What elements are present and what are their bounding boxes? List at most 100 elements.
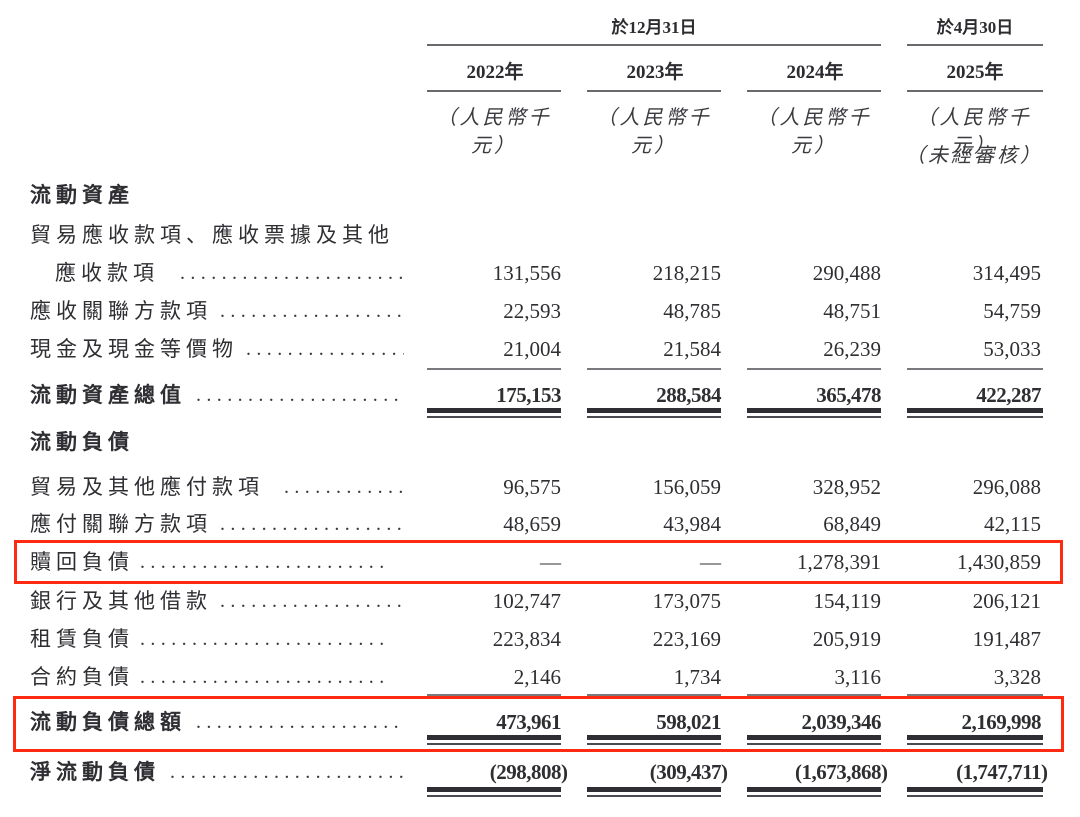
value-2024: 26,239: [823, 337, 881, 361]
value-2022: 102,747: [492, 589, 561, 613]
dot-leader: ........................: [196, 384, 404, 406]
double-rule: [747, 787, 881, 792]
net-2024: (1,673,868): [795, 760, 888, 784]
section-title-current-liabilities: 流動負債: [0, 424, 1080, 460]
double-rule: [427, 408, 561, 413]
header-rule-apr30: [907, 44, 1043, 46]
value-2024: 205,919: [812, 627, 881, 651]
value-2022: 131,556: [492, 261, 561, 285]
net-value: (1,673,868: [795, 760, 882, 784]
value-2025: 3,328: [993, 665, 1041, 689]
table-row-net-current-liabilities: 淨流動負債 ........................ (298,808)…: [0, 754, 1080, 790]
total-2022: 473,961: [496, 710, 561, 734]
value-2024: 154,119: [813, 589, 881, 613]
total-2024: 365,478: [816, 383, 881, 407]
value-2025: 296,088: [972, 475, 1041, 499]
section-title-current-assets: 流動資產: [0, 177, 1080, 213]
double-rule: [427, 787, 561, 792]
year-rule-2024: [747, 90, 881, 92]
value-2025: 54,759: [983, 299, 1041, 323]
dot-leader: ........................: [170, 761, 404, 783]
dot-leader: ........................: [246, 338, 404, 360]
dot-leader: ........................: [140, 551, 390, 573]
row-label: 租賃負債: [30, 627, 134, 651]
highlight-box-redemption-liabilities: [14, 540, 1063, 584]
value-2024: 3,116: [834, 665, 881, 689]
value-2023: 173,075: [652, 589, 721, 613]
double-rule: [747, 416, 881, 418]
value-2024: 48,751: [823, 299, 881, 323]
value-2025: 1,430,859: [957, 550, 1041, 574]
total-2023: 288,584: [656, 383, 721, 407]
value-2023: 156,059: [652, 475, 721, 499]
section-title: 流動負債: [30, 430, 134, 454]
unit-2023: （人民幣千元）: [596, 107, 712, 157]
table-row-trade-receivables: 應收款項 ........................ 131,556 21…: [0, 255, 1080, 291]
dot-leader: ........................: [140, 666, 390, 688]
subtotal-rule: [587, 368, 721, 370]
net-value: (1,747,711: [956, 760, 1041, 784]
row-label: 應收款項: [55, 261, 159, 285]
value-2023: 21,584: [663, 337, 721, 361]
unit-2025: （人民幣千元）: [916, 107, 1032, 157]
total-2025: 422,287: [976, 383, 1041, 407]
net-2025: (1,747,711): [956, 760, 1048, 784]
total-2023: 598,021: [656, 710, 721, 734]
row-label: 贖回負債: [30, 550, 134, 574]
unit-2022: （人民幣千元）: [436, 107, 552, 157]
double-rule: [427, 795, 561, 797]
value-2023: —: [700, 550, 721, 574]
value-2025: 206,121: [972, 589, 1041, 613]
value-2022: 22,593: [503, 299, 561, 323]
double-rule: [907, 787, 1043, 792]
double-rule: [907, 735, 1043, 740]
double-rule: [427, 743, 561, 745]
value-2025: 53,033: [983, 337, 1041, 361]
value-2024: 290,488: [812, 261, 881, 285]
row-label: 淨流動負債: [30, 760, 160, 784]
dot-leader: ........................: [180, 262, 404, 284]
double-rule: [587, 787, 721, 792]
subtotal-rule: [587, 694, 721, 696]
value-2025: 191,487: [972, 627, 1041, 651]
year-rule-2022: [427, 90, 561, 92]
row-label: 貿易及其他應付款項: [30, 475, 264, 499]
double-rule: [587, 795, 721, 797]
table-row-redemption-liabilities: 贖回負債 ........................ — — 1,278,…: [0, 544, 1080, 580]
value-2022: 21,004: [503, 337, 561, 361]
section-title: 流動資產: [30, 183, 134, 207]
row-label-line1: 貿易應收款項、應收票據及其他: [30, 223, 394, 247]
double-rule: [587, 743, 721, 745]
value-2022: 48,659: [503, 512, 561, 536]
subtotal-rule: [747, 694, 881, 696]
header-group-apr30: 於4月30日: [936, 18, 1014, 37]
row-label: 現金及現金等價物: [30, 337, 238, 361]
double-rule: [587, 735, 721, 740]
value-2025: 42,115: [984, 512, 1041, 536]
table-row-contract-liabilities: 合約負債 ........................ 2,146 1,73…: [0, 659, 1080, 695]
row-label: 應收關聯方款項: [30, 299, 212, 323]
double-rule: [907, 408, 1043, 413]
total-2025: 2,169,998: [961, 710, 1042, 734]
value-2022: 223,834: [492, 627, 561, 651]
table-row-trade-receivables-line1: 貿易應收款項、應收票據及其他: [0, 217, 1080, 253]
dot-leader: ........................: [220, 513, 404, 535]
row-label: 合約負債: [30, 665, 134, 689]
double-rule: [747, 743, 881, 745]
header-rule-dec31: [427, 44, 881, 46]
year-2023: 2023年: [626, 62, 684, 83]
subtotal-rule: [747, 368, 881, 370]
table-row-total-current-assets: 流動資產總值 ........................ 175,153 …: [0, 377, 1080, 413]
value-2024: 1,278,391: [797, 550, 881, 574]
row-label: 應付關聯方款項: [30, 512, 212, 536]
dot-leader: ........................: [284, 476, 404, 498]
year-2022: 2022年: [466, 62, 524, 83]
value-2023: 218,215: [652, 261, 721, 285]
table-row-total-current-liabilities: 流動負債總額 ........................ 473,961 …: [0, 704, 1080, 740]
header-group-dec31: 於12月31日: [611, 18, 697, 37]
dot-leader: ........................: [220, 590, 404, 612]
double-rule: [747, 735, 881, 740]
dot-leader: ........................: [196, 711, 404, 733]
row-label: 流動資產總值: [30, 383, 186, 407]
unit-2024: （人民幣千元）: [756, 107, 872, 157]
